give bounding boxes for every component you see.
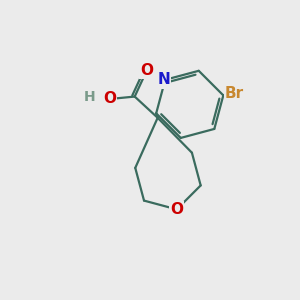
- Text: H: H: [83, 91, 95, 104]
- Text: Br: Br: [225, 86, 244, 101]
- Text: O: O: [141, 63, 154, 78]
- Text: N: N: [157, 72, 170, 87]
- Text: O: O: [170, 202, 183, 217]
- Text: O: O: [103, 92, 116, 106]
